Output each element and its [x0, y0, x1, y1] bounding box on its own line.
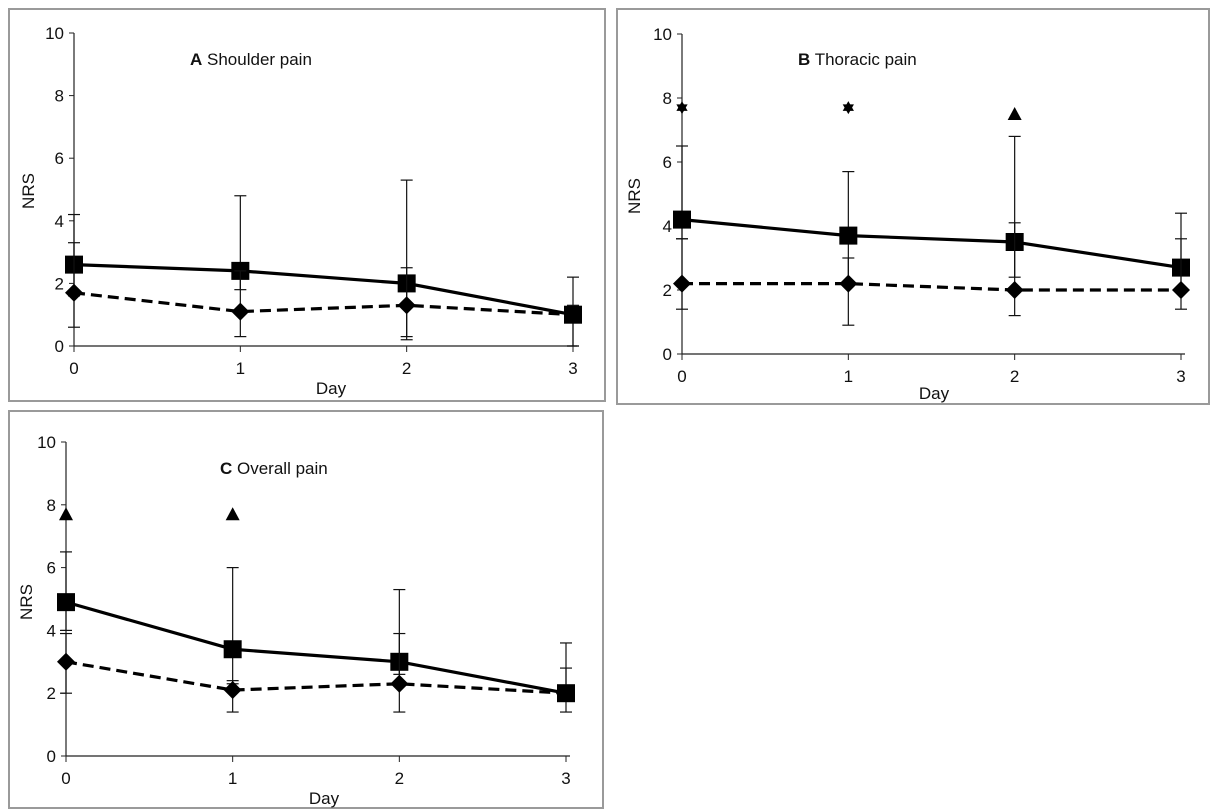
x-tick-label: 3	[568, 359, 577, 378]
x-axis-label: Day	[919, 384, 950, 403]
x-axis-label: Day	[316, 379, 347, 398]
significance-triangle-marker	[59, 507, 73, 521]
y-tick-label: 2	[55, 274, 64, 293]
y-axis-label: NRS	[17, 584, 36, 620]
data-point-diamond	[839, 274, 858, 293]
y-tick-label: 0	[47, 747, 56, 766]
x-tick-label: 2	[402, 359, 411, 378]
chart-title: B Thoracic pain	[798, 50, 917, 69]
x-axis-label: Day	[309, 789, 340, 808]
x-tick-label: 2	[1010, 367, 1019, 386]
data-point-diamond	[390, 674, 409, 693]
data-point-diamond	[564, 305, 582, 324]
data-point-square	[673, 210, 691, 229]
y-tick-label: 8	[47, 496, 56, 515]
chart-panel-letter: C	[220, 459, 232, 478]
y-axis-label: NRS	[19, 173, 38, 209]
data-point-diamond	[557, 684, 575, 703]
chart-panel-letter: B	[798, 50, 810, 69]
y-axis-label: NRS	[625, 178, 644, 214]
chart-title-text: Thoracic pain	[810, 50, 916, 69]
y-tick-label: 0	[663, 345, 672, 364]
chart-panel-letter: A	[190, 50, 202, 69]
data-point-diamond	[397, 296, 416, 315]
chart-panel-overall-pain: 0 2 4 6 8 10 0 1 2 3 Day NRS C Overall pain	[8, 410, 604, 809]
y-tick-label: 6	[55, 149, 64, 168]
data-point-diamond	[1172, 281, 1190, 299]
series-line-solid	[73, 263, 574, 317]
y-tick-label: 6	[663, 153, 672, 172]
significance-star-marker	[842, 104, 854, 115]
x-tick-label: 0	[69, 359, 78, 378]
x-tick-label: 2	[395, 769, 404, 788]
significance-triangle-marker	[1007, 107, 1022, 120]
x-tick-label: 1	[844, 367, 853, 386]
series-line-solid	[681, 218, 1182, 270]
y-tick-label: 8	[663, 89, 672, 108]
y-tick-label: 4	[663, 217, 672, 236]
y-tick-label: 10	[653, 25, 672, 44]
x-tick-label: 3	[561, 769, 570, 788]
data-point-square	[839, 226, 858, 245]
y-tick-label: 10	[45, 24, 64, 43]
y-tick-label: 8	[55, 87, 64, 106]
significance-star-marker	[676, 104, 688, 115]
x-tick-label: 3	[1176, 367, 1185, 386]
chart-svg-shoulder-pain: 0 2 4 6 8 10 0 1 2 3 Day NRS A Shoulder pain	[19, 24, 582, 398]
chart-svg-overall-pain: 0 2 4 6 8 10 0 1 2 3 Day NRS C Overall pain	[17, 433, 575, 808]
chart-panel-shoulder-pain: 0 2 4 6 8 10 0 1 2 3 Day NRS A Shoulder pain	[8, 8, 606, 402]
series-line-dashed	[73, 291, 574, 317]
x-tick-label: 1	[236, 359, 245, 378]
data-point-diamond	[231, 302, 250, 321]
data-point-diamond	[223, 681, 242, 700]
y-tick-label: 2	[47, 684, 56, 703]
data-point-diamond	[57, 652, 75, 671]
chart-svg-thoracic-pain: 0 2 4 6 8 10 0 1 2 3 Day NRS B Thoracic pain	[625, 25, 1190, 403]
y-tick-label: 4	[47, 621, 56, 640]
data-point-diamond	[1005, 281, 1024, 299]
data-point-diamond	[673, 274, 691, 293]
series-line-solid	[65, 600, 567, 695]
data-point-square	[223, 640, 242, 659]
significance-triangle-marker	[225, 507, 240, 521]
x-tick-label: 0	[677, 367, 686, 386]
x-tick-label: 1	[228, 769, 237, 788]
y-tick-label: 10	[37, 433, 56, 452]
chart-title-text: Shoulder pain	[202, 50, 312, 69]
data-point-diamond	[65, 283, 83, 302]
chart-title: C Overall pain	[220, 459, 328, 478]
chart-title-text: Overall pain	[232, 459, 327, 478]
data-point-square	[57, 593, 75, 612]
y-tick-label: 0	[55, 337, 64, 356]
chart-title: A Shoulder pain	[190, 50, 312, 69]
x-tick-label: 0	[61, 769, 70, 788]
y-tick-label: 6	[47, 559, 56, 578]
chart-panel-thoracic-pain: 0 2 4 6 8 10 0 1 2 3 Day NRS B Thoracic pain	[616, 8, 1210, 405]
y-tick-label: 4	[55, 212, 64, 231]
y-tick-label: 2	[663, 281, 672, 300]
series-line-dashed	[682, 282, 1181, 292]
